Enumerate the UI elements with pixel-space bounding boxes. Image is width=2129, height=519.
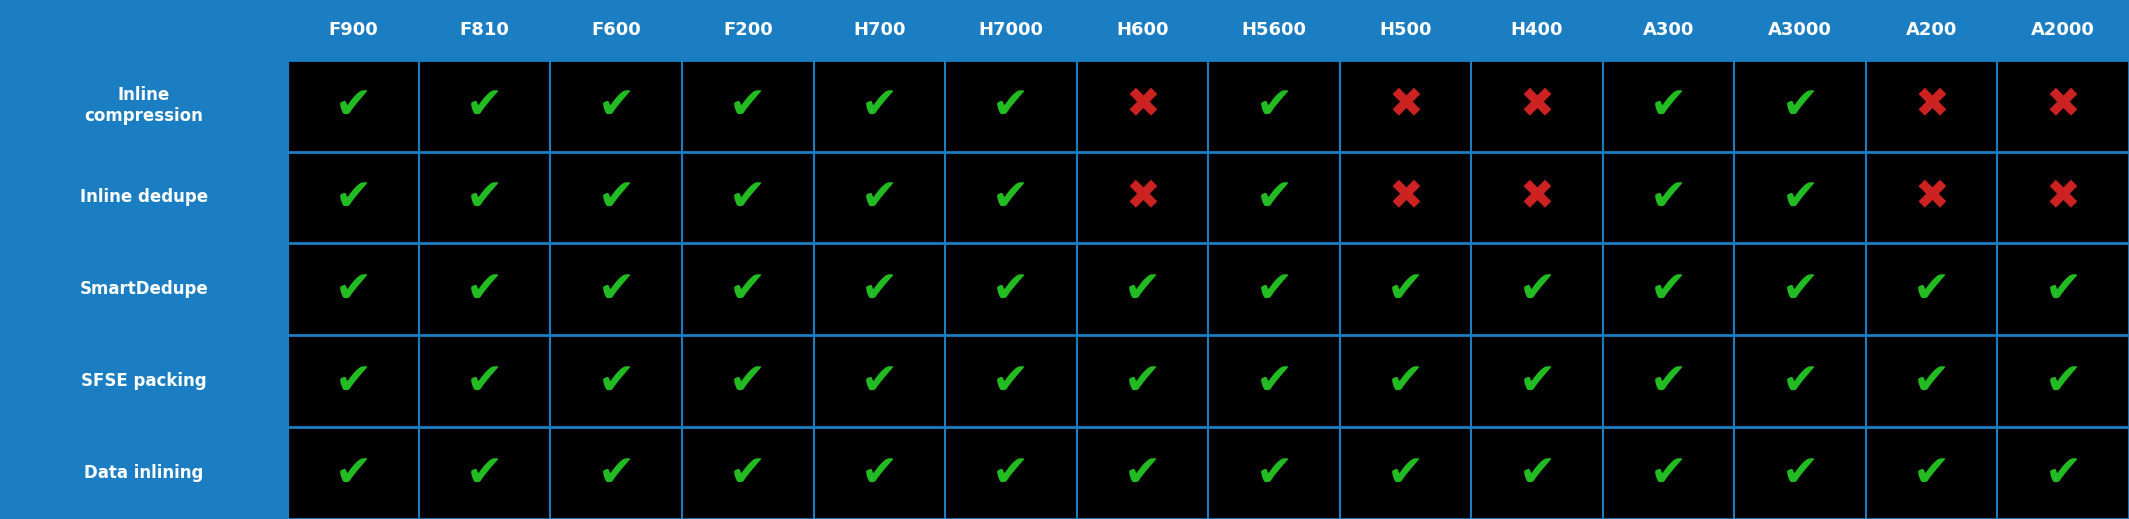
Text: ✔: ✔ xyxy=(2044,268,2082,311)
Text: ✔: ✔ xyxy=(598,268,634,311)
Text: ✔: ✔ xyxy=(1914,360,1950,403)
Text: Data inlining: Data inlining xyxy=(83,464,204,482)
Text: ✔: ✔ xyxy=(992,452,1030,495)
Text: ✖: ✖ xyxy=(1914,85,1950,127)
Text: F810: F810 xyxy=(460,21,509,39)
Text: ✖: ✖ xyxy=(1520,176,1554,218)
Text: ✔: ✔ xyxy=(1256,176,1292,219)
Text: ✖: ✖ xyxy=(1124,176,1160,218)
Text: ✔: ✔ xyxy=(860,268,898,311)
Text: ✔: ✔ xyxy=(1386,268,1424,311)
Text: H7000: H7000 xyxy=(979,21,1043,39)
Text: ✔: ✔ xyxy=(1256,360,1292,403)
Bar xyxy=(0,0,2129,60)
Text: ✔: ✔ xyxy=(334,360,373,403)
Text: SmartDedupe: SmartDedupe xyxy=(79,280,209,298)
Text: ✔: ✔ xyxy=(466,84,502,127)
Text: F600: F600 xyxy=(592,21,641,39)
Text: ✖: ✖ xyxy=(2046,85,2080,127)
Text: ✔: ✔ xyxy=(598,360,634,403)
Text: A3000: A3000 xyxy=(1769,21,1833,39)
Text: ✖: ✖ xyxy=(1520,85,1554,127)
Text: ✔: ✔ xyxy=(1124,452,1160,495)
Text: ✔: ✔ xyxy=(334,452,373,495)
Text: ✔: ✔ xyxy=(1650,360,1686,403)
Text: H600: H600 xyxy=(1116,21,1169,39)
Bar xyxy=(0,243,287,335)
Text: ✔: ✔ xyxy=(598,452,634,495)
Text: ✔: ✔ xyxy=(1256,452,1292,495)
Text: ✔: ✔ xyxy=(2044,360,2082,403)
Text: ✔: ✔ xyxy=(992,176,1030,219)
Text: ✔: ✔ xyxy=(1650,176,1686,219)
Text: A300: A300 xyxy=(1644,21,1695,39)
Text: ✔: ✔ xyxy=(466,360,502,403)
Text: Inline
compression: Inline compression xyxy=(85,86,202,125)
Text: ✔: ✔ xyxy=(992,84,1030,127)
Text: ✖: ✖ xyxy=(1124,85,1160,127)
Text: ✔: ✔ xyxy=(860,84,898,127)
Text: Inline dedupe: Inline dedupe xyxy=(79,188,209,207)
Bar xyxy=(0,335,287,427)
Text: A200: A200 xyxy=(1905,21,1957,39)
Text: ✔: ✔ xyxy=(730,84,766,127)
Text: H500: H500 xyxy=(1380,21,1433,39)
Text: F200: F200 xyxy=(724,21,773,39)
Text: ✔: ✔ xyxy=(1518,268,1556,311)
Text: ✔: ✔ xyxy=(1914,452,1950,495)
Text: ✔: ✔ xyxy=(1256,268,1292,311)
Text: ✔: ✔ xyxy=(730,452,766,495)
Text: ✔: ✔ xyxy=(1650,84,1686,127)
Text: ✔: ✔ xyxy=(1518,452,1556,495)
Text: F900: F900 xyxy=(328,21,379,39)
Text: ✔: ✔ xyxy=(1782,360,1818,403)
Text: H5600: H5600 xyxy=(1241,21,1307,39)
Text: ✔: ✔ xyxy=(334,268,373,311)
Text: H700: H700 xyxy=(854,21,905,39)
Text: ✔: ✔ xyxy=(466,452,502,495)
Text: ✔: ✔ xyxy=(466,268,502,311)
Text: ✖: ✖ xyxy=(2046,176,2080,218)
Text: H400: H400 xyxy=(1512,21,1563,39)
Text: ✔: ✔ xyxy=(1518,360,1556,403)
Text: ✔: ✔ xyxy=(730,268,766,311)
Text: ✔: ✔ xyxy=(1124,360,1160,403)
Text: ✖: ✖ xyxy=(1388,85,1422,127)
Text: SFSE packing: SFSE packing xyxy=(81,372,207,390)
Text: ✔: ✔ xyxy=(1650,452,1686,495)
Text: ✔: ✔ xyxy=(466,176,502,219)
Text: ✔: ✔ xyxy=(598,176,634,219)
Text: ✔: ✔ xyxy=(1124,268,1160,311)
Bar xyxy=(0,60,287,152)
Text: ✔: ✔ xyxy=(334,84,373,127)
Text: ✔: ✔ xyxy=(1256,84,1292,127)
Text: ✖: ✖ xyxy=(1914,176,1950,218)
Text: ✔: ✔ xyxy=(1782,176,1818,219)
Bar xyxy=(0,427,287,519)
Bar xyxy=(0,152,287,243)
Text: ✔: ✔ xyxy=(1782,452,1818,495)
Text: ✔: ✔ xyxy=(1914,268,1950,311)
Text: ✔: ✔ xyxy=(598,84,634,127)
Text: A2000: A2000 xyxy=(2031,21,2095,39)
Text: ✔: ✔ xyxy=(992,268,1030,311)
Text: ✔: ✔ xyxy=(860,452,898,495)
Text: ✔: ✔ xyxy=(1782,84,1818,127)
Text: ✔: ✔ xyxy=(730,176,766,219)
Text: ✔: ✔ xyxy=(2044,452,2082,495)
Text: ✔: ✔ xyxy=(730,360,766,403)
Text: ✔: ✔ xyxy=(1386,452,1424,495)
Text: ✔: ✔ xyxy=(860,360,898,403)
Text: ✔: ✔ xyxy=(1782,268,1818,311)
Text: ✔: ✔ xyxy=(1386,360,1424,403)
Text: ✔: ✔ xyxy=(860,176,898,219)
Text: ✖: ✖ xyxy=(1388,176,1422,218)
Text: ✔: ✔ xyxy=(334,176,373,219)
Text: ✔: ✔ xyxy=(1650,268,1686,311)
Text: ✔: ✔ xyxy=(992,360,1030,403)
